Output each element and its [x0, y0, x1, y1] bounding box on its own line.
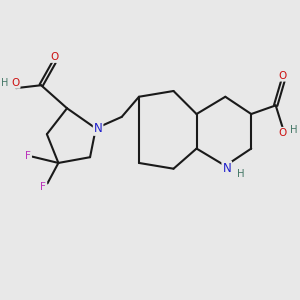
Text: O: O: [50, 52, 58, 62]
Text: H: H: [290, 125, 298, 135]
Text: N: N: [94, 122, 103, 135]
Text: O: O: [279, 71, 287, 81]
Text: N: N: [222, 162, 231, 175]
Text: O: O: [11, 78, 20, 88]
Text: H: H: [2, 78, 9, 88]
Text: H: H: [236, 169, 244, 179]
Text: F: F: [25, 151, 31, 161]
Text: F: F: [40, 182, 46, 192]
Text: O: O: [279, 128, 287, 138]
